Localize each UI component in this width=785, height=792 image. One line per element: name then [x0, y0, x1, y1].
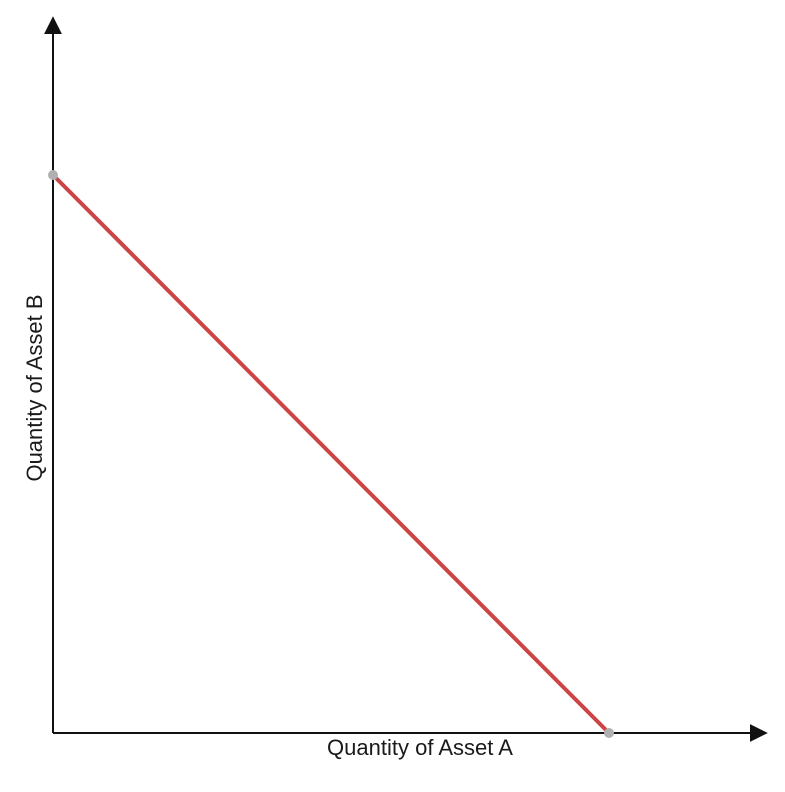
endpoint-point	[604, 728, 614, 738]
x-axis-label: Quantity of Asset A	[327, 735, 513, 760]
endpoint-point	[48, 170, 58, 180]
series-line	[51, 173, 611, 735]
y-axis-label: Quantity of Asset B	[22, 294, 47, 481]
series-layer	[48, 170, 614, 738]
